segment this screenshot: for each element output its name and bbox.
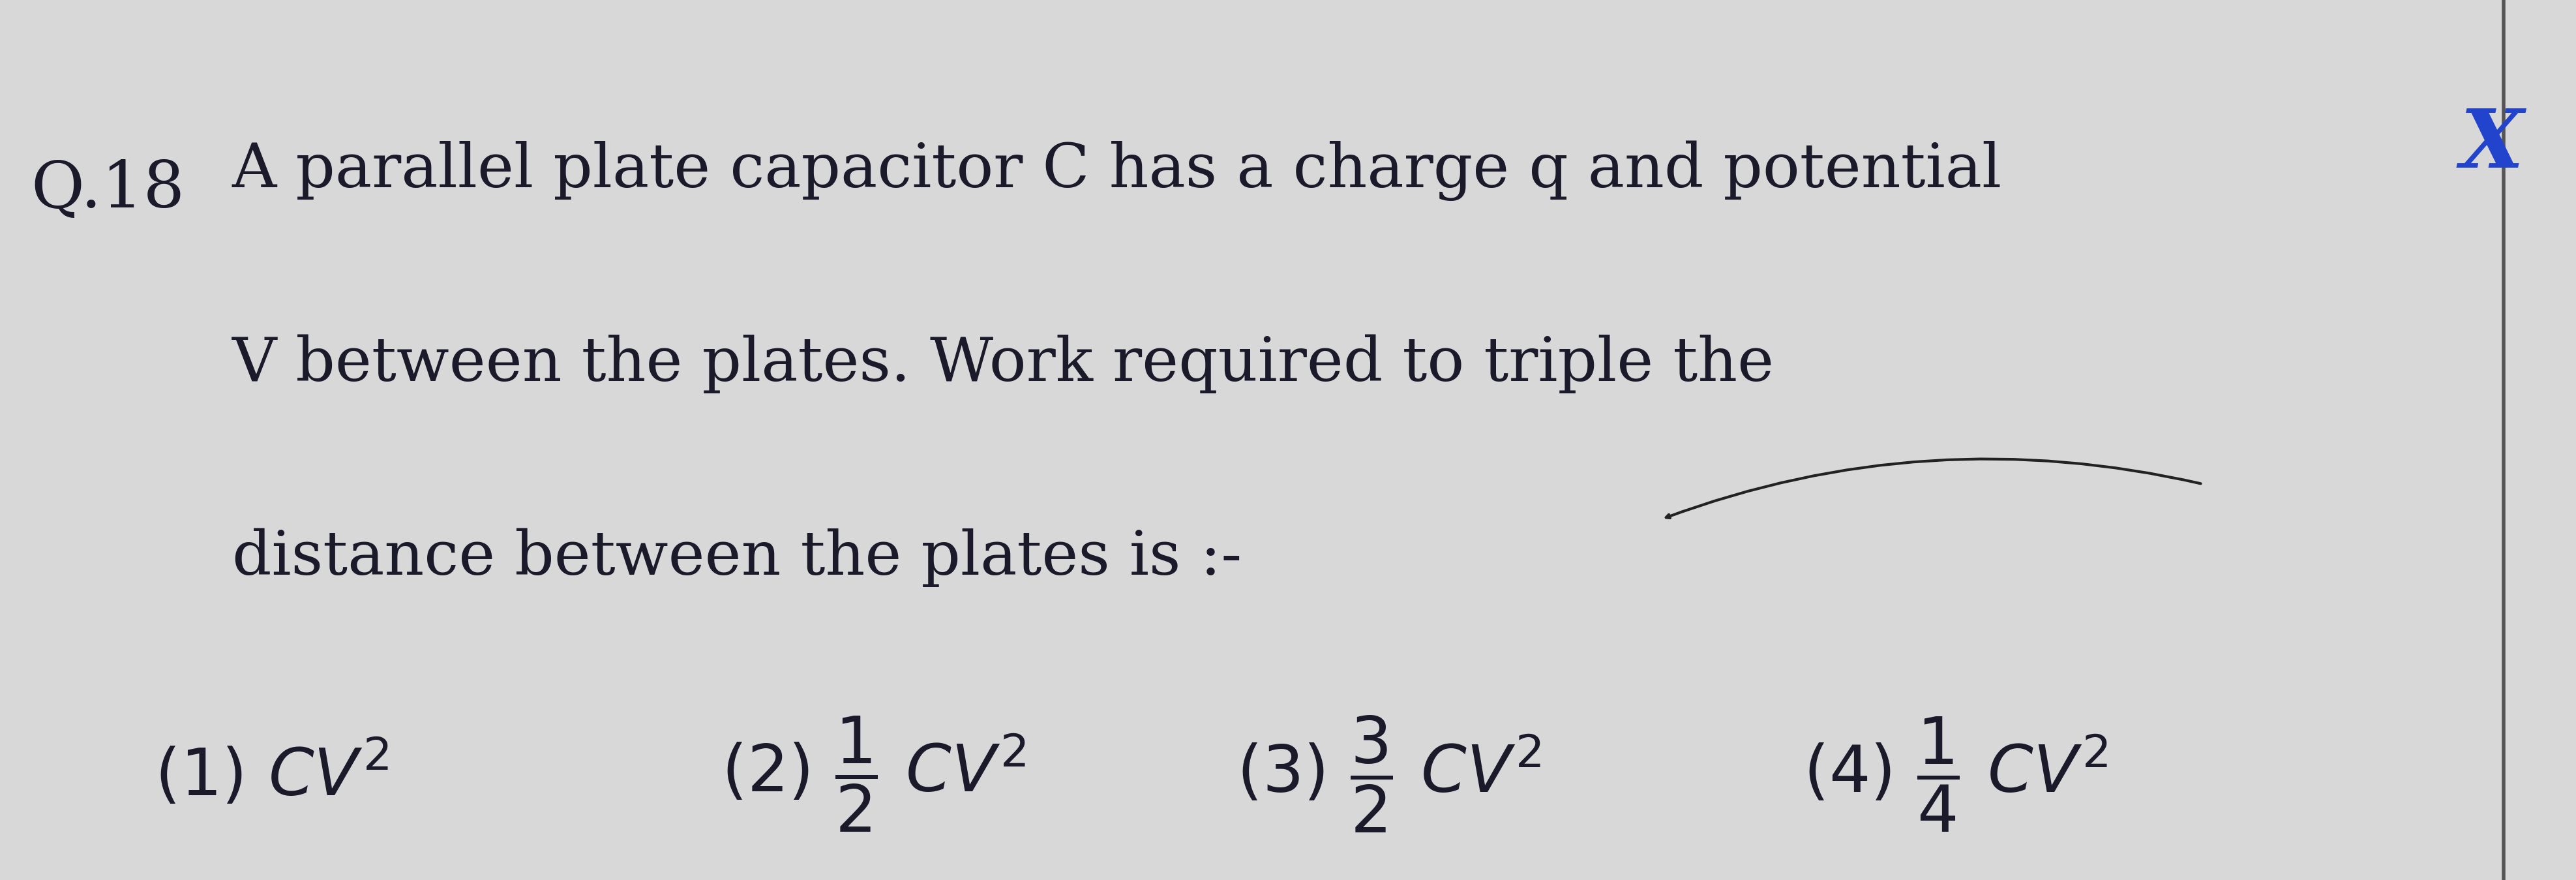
Text: $(2)\ \dfrac{1}{2}\ CV^2$: $(2)\ \dfrac{1}{2}\ CV^2$ xyxy=(721,715,1025,834)
Text: A parallel plate capacitor C has a charge q and potential: A parallel plate capacitor C has a charg… xyxy=(232,141,2002,202)
Text: Q.18: Q.18 xyxy=(31,158,185,221)
Text: $(1)\ CV^2$: $(1)\ CV^2$ xyxy=(155,739,389,810)
Text: X: X xyxy=(2460,106,2524,185)
Text: $(3)\ \dfrac{3}{2}\ CV^2$: $(3)\ \dfrac{3}{2}\ CV^2$ xyxy=(1236,715,1540,834)
Text: $(4)\ \dfrac{1}{4}\ CV^2$: $(4)\ \dfrac{1}{4}\ CV^2$ xyxy=(1803,715,2107,833)
Text: V between the plates. Work required to triple the: V between the plates. Work required to t… xyxy=(232,334,1775,393)
Text: distance between the plates is :-: distance between the plates is :- xyxy=(232,528,1242,587)
